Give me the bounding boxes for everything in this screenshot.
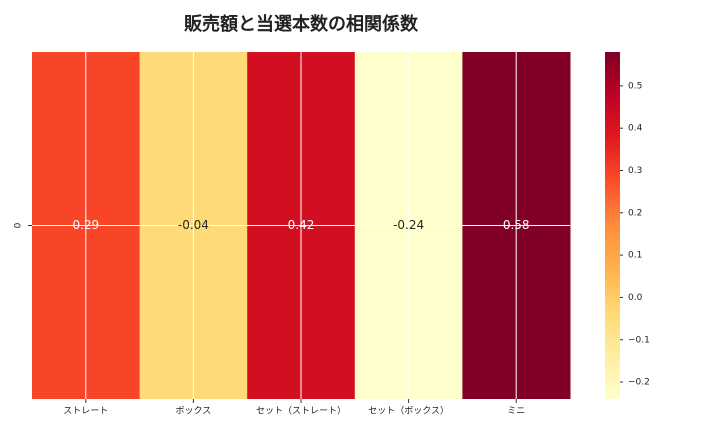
x-tick-label: セット（ストレート） (256, 406, 346, 417)
chart-title: 販売額と当選本数の相関係数 (184, 13, 419, 35)
colorbar-tick-label: 0.2 (628, 208, 642, 218)
value-label: 0.42 (288, 218, 315, 232)
x-tick-label: ボックス (176, 406, 212, 417)
value-label: -0.04 (178, 218, 209, 232)
colorbar-tick-label: 0.5 (628, 81, 642, 91)
value-label: 0.58 (503, 218, 530, 232)
colorbar-tick-label: −0.1 (628, 335, 650, 345)
colorbar (605, 52, 620, 399)
y-tick-label: 0 (14, 222, 24, 228)
value-label: -0.24 (393, 218, 424, 232)
colorbar-tick-label: 0.3 (628, 166, 642, 176)
colorbar-tick-label: −0.2 (628, 378, 650, 388)
x-tick-label: ストレート (63, 407, 108, 417)
colorbar-tick-label: 0.1 (628, 251, 642, 261)
colorbar-tick-label: 0.0 (628, 293, 643, 303)
x-tick-label: ミニ (507, 407, 525, 417)
value-label: 0.29 (72, 218, 99, 232)
colorbar-tick-label: 0.4 (628, 124, 643, 134)
x-tick-label: セット（ボックス） (368, 406, 449, 417)
